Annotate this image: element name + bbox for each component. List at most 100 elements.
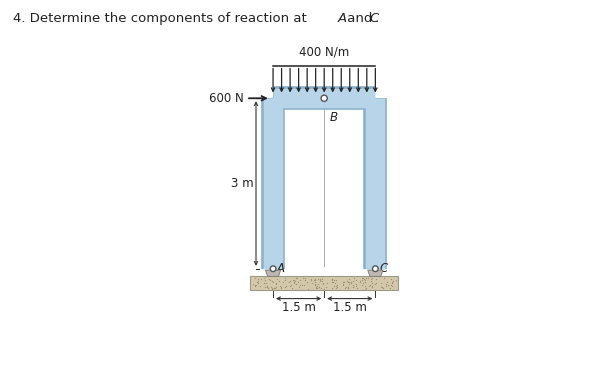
Point	[252, 282, 261, 287]
Point	[315, 278, 324, 284]
Point	[262, 283, 271, 289]
Point	[322, 284, 331, 290]
Point	[382, 279, 392, 285]
Point	[341, 284, 350, 290]
Text: B: B	[329, 111, 337, 124]
Point	[303, 286, 313, 292]
Point	[367, 277, 376, 283]
Point	[261, 280, 271, 286]
Point	[285, 283, 295, 289]
Point	[330, 280, 339, 286]
Point	[343, 279, 353, 285]
Point	[358, 275, 368, 281]
Point	[313, 276, 323, 282]
Text: .: .	[375, 12, 379, 25]
Point	[265, 277, 275, 283]
Text: 4. Determine the components of reaction at: 4. Determine the components of reaction …	[13, 12, 311, 25]
Point	[388, 279, 398, 284]
Point	[254, 280, 263, 286]
Point	[260, 284, 269, 290]
Point	[248, 281, 258, 287]
Polygon shape	[265, 270, 281, 276]
Point	[275, 283, 285, 289]
Point	[312, 283, 322, 289]
Point	[290, 277, 299, 283]
Point	[259, 280, 269, 286]
Point	[333, 282, 342, 288]
Point	[358, 282, 367, 287]
Point	[387, 276, 396, 282]
Point	[377, 284, 387, 290]
Point	[327, 276, 337, 282]
Point	[343, 284, 353, 290]
Point	[327, 276, 337, 282]
Point	[318, 280, 327, 286]
Point	[381, 281, 391, 287]
Point	[328, 285, 337, 291]
Point	[367, 284, 376, 290]
Point	[328, 279, 337, 285]
Text: 1.5 m: 1.5 m	[333, 301, 366, 314]
Text: C: C	[379, 262, 388, 275]
Point	[371, 281, 380, 287]
Point	[368, 280, 377, 286]
Point	[378, 285, 387, 291]
Point	[263, 284, 272, 290]
Point	[272, 276, 282, 282]
Text: 400 N/m: 400 N/m	[299, 45, 349, 58]
Point	[272, 280, 281, 286]
Point	[349, 284, 358, 290]
Point	[280, 275, 290, 281]
Point	[284, 280, 294, 286]
Point	[313, 281, 323, 287]
Point	[259, 280, 269, 286]
Point	[388, 280, 397, 286]
Point	[345, 279, 354, 285]
Point	[289, 279, 298, 285]
Point	[269, 285, 278, 291]
Point	[327, 277, 337, 283]
Text: 3 m: 3 m	[230, 177, 253, 190]
Point	[364, 283, 374, 289]
Point	[327, 279, 337, 285]
Point	[348, 282, 358, 288]
Point	[358, 280, 368, 286]
Point	[323, 280, 332, 286]
Point	[381, 283, 391, 289]
Point	[340, 284, 350, 290]
Text: C: C	[369, 12, 379, 25]
Point	[371, 276, 381, 282]
Point	[301, 277, 310, 283]
Point	[255, 283, 265, 289]
Point	[287, 282, 296, 287]
Point	[361, 279, 370, 285]
Point	[300, 282, 309, 288]
Point	[376, 280, 386, 286]
Point	[315, 277, 324, 283]
Point	[293, 279, 303, 285]
Point	[329, 277, 339, 283]
Point	[383, 282, 392, 288]
Point	[274, 277, 284, 283]
Point	[314, 284, 324, 290]
Point	[371, 280, 381, 286]
Point	[291, 281, 300, 287]
Point	[262, 284, 272, 290]
Polygon shape	[368, 270, 383, 276]
Point	[360, 279, 369, 285]
Point	[385, 285, 395, 291]
Point	[288, 277, 297, 283]
Point	[301, 275, 310, 281]
Point	[391, 277, 400, 283]
Point	[268, 279, 277, 284]
Point	[297, 282, 307, 288]
Point	[289, 280, 298, 286]
Point	[331, 283, 340, 289]
Point	[317, 278, 326, 284]
Point	[361, 285, 371, 291]
Point	[251, 282, 260, 288]
Point	[311, 285, 321, 291]
Point	[311, 284, 321, 290]
Point	[277, 285, 286, 291]
Point	[271, 281, 280, 287]
